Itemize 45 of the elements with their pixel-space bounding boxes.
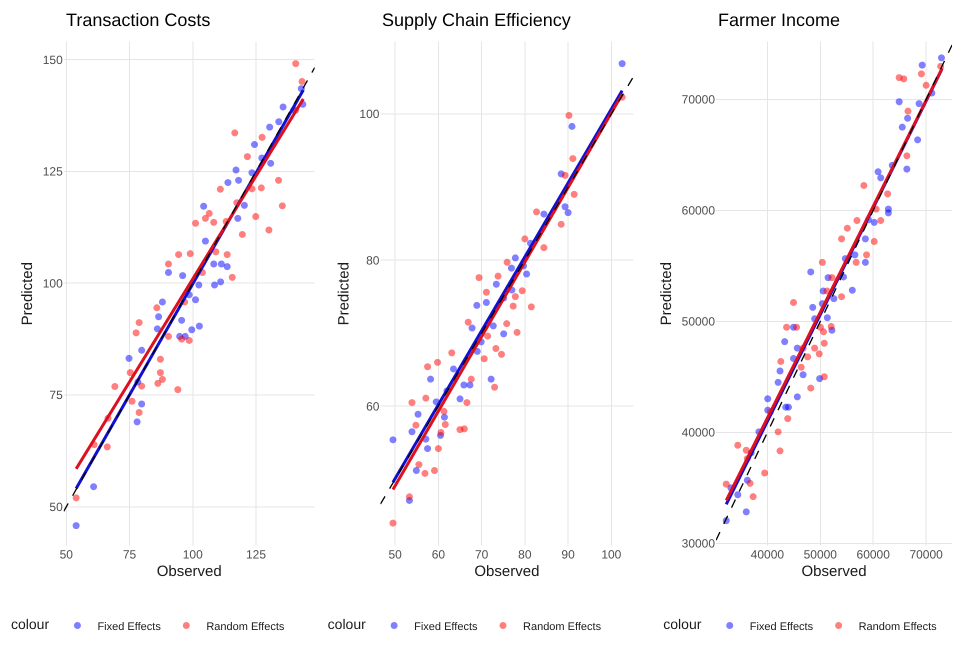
x-tick-label: 100 [601, 548, 622, 562]
y-tick-label: 30000 [682, 536, 716, 551]
x-axis-title: Observed [802, 562, 867, 580]
x-tick-label: 50 [388, 548, 402, 562]
y-tick-label: 100 [359, 107, 380, 122]
legend-label: Fixed Effects [414, 620, 478, 633]
y-tick-label: 75 [49, 388, 64, 402]
y-tick-label: 80 [366, 253, 380, 268]
x-tick-label: 75 [122, 548, 137, 562]
x-tick-label: 125 [246, 548, 266, 562]
x-tick-label: 60 [432, 548, 446, 562]
legend-label: Fixed Effects [750, 620, 814, 633]
legend-label: Random Effects [523, 620, 602, 633]
chart-title: Supply Chain Efficiency [382, 10, 571, 30]
y-tick-label: 100 [42, 276, 64, 290]
legend-label: Fixed Effects [97, 620, 162, 633]
x-tick-label: 70000 [909, 548, 944, 562]
y-tick-label: 125 [42, 164, 64, 179]
x-tick-label: 70 [474, 548, 489, 562]
y-tick-label: 60 [366, 399, 380, 414]
chart-title: Transaction Costs [66, 10, 210, 30]
y-axis-title: Predicted [18, 262, 36, 326]
x-axis-title: Observed [156, 562, 222, 580]
legend-label: Random Effects [206, 620, 285, 633]
x-tick-label: 90 [561, 548, 576, 562]
x-tick-label: 50 [60, 548, 74, 562]
x-tick-label: 50000 [804, 548, 838, 562]
legend-title: colour [328, 616, 366, 632]
x-tick-label: 60000 [856, 548, 890, 562]
legend-title: colour [10, 616, 50, 632]
legend-label: Random Effects [858, 620, 938, 633]
x-tick-label: 40000 [750, 548, 784, 562]
y-tick-label: 150 [42, 52, 64, 67]
x-axis-title: Observed [474, 562, 540, 580]
y-tick-label: 40000 [682, 426, 716, 440]
y-tick-label: 50 [49, 500, 64, 514]
x-tick-label: 100 [182, 548, 204, 562]
y-tick-label: 60000 [682, 204, 716, 218]
chart-title: Farmer Income [718, 10, 840, 30]
y-axis-title: Predicted [336, 262, 353, 326]
y-tick-label: 50000 [682, 314, 716, 329]
legend-title: colour [663, 616, 702, 632]
x-tick-label: 80 [518, 548, 532, 562]
y-tick-label: 70000 [682, 92, 716, 107]
y-axis-title: Predicted [658, 262, 675, 326]
